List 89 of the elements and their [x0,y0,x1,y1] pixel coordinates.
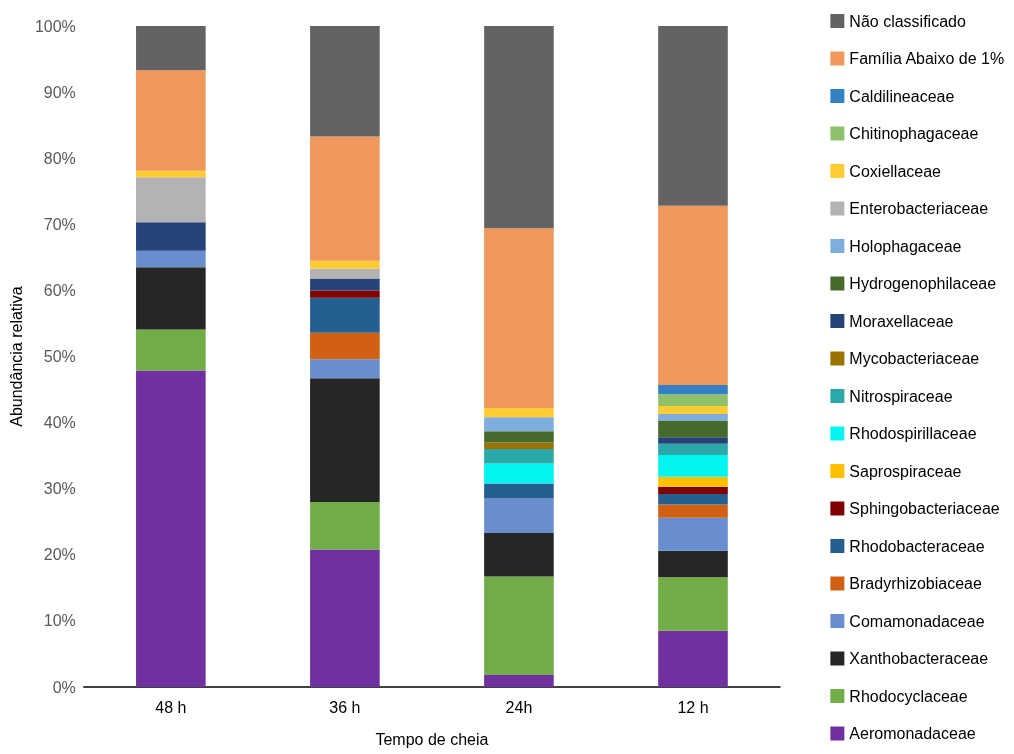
bar [136,170,206,178]
bar [484,431,554,443]
bar [658,437,728,444]
bar [484,498,554,533]
legend-label: Nitrospiraceae [849,387,953,405]
legend-label: Sphingobacteriaceae [849,500,1000,517]
bar [136,370,206,687]
y-tick-label: 50% [43,348,76,365]
bar [484,463,554,484]
y-tick-label: 0% [52,678,76,696]
bar [658,420,728,438]
legend-label: Não classificado [849,12,966,30]
bar [136,267,206,330]
y-tick-label: 70% [43,215,76,233]
bar [484,442,554,450]
bar [658,476,728,487]
legend-label: Saprospiraceae [849,462,962,480]
bar [136,70,206,171]
legend-label: Coxiellaceae [849,162,942,180]
bar [484,408,554,418]
y-tick-label: 10% [43,612,76,630]
bar [136,250,206,268]
legend-label: Caldilineaceae [849,87,955,105]
bar [310,26,380,137]
y-tick-label: 60% [43,281,76,299]
bar [136,329,206,371]
bar [310,501,380,550]
bar [658,26,728,206]
bar [310,136,380,261]
bar [310,549,380,687]
bar [136,26,206,71]
x-tick-label: 24h [505,698,533,716]
bar [136,222,206,251]
bar [310,297,380,333]
bar [484,417,554,432]
legend-label: Hydrogenophilaceae [849,275,997,292]
y-tick-label: 100% [34,17,76,35]
legend-label: Xanthobacteraceae [849,650,989,667]
bar [310,260,380,269]
bar [310,332,380,360]
bar [310,278,380,291]
bar [658,384,728,395]
bar [310,378,380,502]
x-tick-label: 36 h [329,698,361,716]
y-tick-label: 90% [43,83,76,101]
bar [658,550,728,578]
y-tick-label: 80% [43,149,76,167]
legend-label: Aeromonadaceae [849,725,976,742]
legend-label: Enterobacteriaceae [849,200,989,217]
legend-label: Família Abaixo de 1% [849,50,1005,67]
legend-label: Rhodospirillaceae [849,425,977,442]
bar [310,290,380,298]
bar [484,483,554,499]
legend-label: Chitinophagaceae [849,125,979,142]
legend-label: Mycobacteriaceae [849,350,980,367]
bar [658,577,728,631]
legend-label: Holophagaceae [849,237,962,255]
bar [136,177,206,223]
legend-label: Rhodocyclaceae [849,687,968,705]
bar [310,359,380,379]
bar [484,228,554,409]
x-tick-label: 48 h [155,698,187,716]
bar [658,517,728,551]
bar [658,630,728,687]
bar [658,205,728,385]
x-tick-label: 12 h [677,698,709,716]
y-axis-title: Abundância relativa [7,286,25,427]
bar [658,443,728,455]
bar [658,454,728,477]
bar [484,449,554,464]
legend-label: Bradyrhizobiaceae [849,575,982,592]
bar [484,532,554,577]
bar [658,414,728,421]
bar [310,268,380,279]
legend-label: Rhodobacteraceae [849,537,985,555]
bar [484,576,554,676]
bar [484,675,554,687]
legend-label: Comamonadaceae [849,612,985,630]
bar [484,26,554,229]
bar [658,493,728,505]
x-axis-title: Tempo de cheia [375,730,489,748]
y-tick-label: 20% [43,546,76,564]
y-tick-label: 30% [43,480,76,498]
bar [658,394,728,407]
bar [658,406,728,415]
bar [658,486,728,494]
y-tick-label: 40% [43,414,76,432]
legend-label: Moraxellaceae [849,312,954,330]
bar [658,504,728,518]
